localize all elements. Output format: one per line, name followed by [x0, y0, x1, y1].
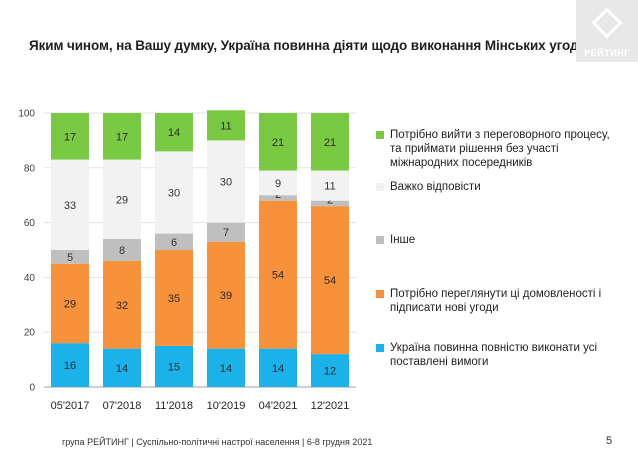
logo-text: РЕЙТИНГ	[584, 48, 630, 58]
bar-exit-2	[155, 113, 193, 152]
bar-hard-0	[51, 159, 89, 250]
bar-revise-3	[207, 241, 245, 349]
bar-hard-3	[207, 140, 245, 223]
bar-revise-2	[155, 250, 193, 346]
x-tick-label-1: 07'2018	[103, 400, 142, 412]
data-label-revise-1: 32	[116, 300, 128, 312]
bar-revise-4	[259, 200, 297, 349]
data-label-fulfill-5: 12	[324, 366, 336, 378]
bar-revise-5	[311, 206, 349, 355]
bar-other-5	[311, 200, 349, 207]
data-label-hard-0: 33	[64, 200, 76, 212]
bar-hard-4	[259, 170, 297, 196]
bar-hard-2	[155, 151, 193, 234]
data-label-fulfill-1: 14	[116, 363, 128, 375]
bar-exit-3	[207, 110, 245, 141]
data-label-exit-2: 14	[168, 127, 180, 139]
logo: РЕЙТИНГ	[576, 0, 638, 62]
bar-fulfill-1	[103, 348, 141, 387]
bar-fulfill-5	[311, 354, 349, 387]
data-label-hard-2: 30	[168, 187, 180, 199]
data-label-hard-1: 29	[116, 194, 128, 206]
bar-other-2	[155, 233, 193, 250]
bar-other-1	[103, 239, 141, 261]
legend-swatch-fulfill	[376, 344, 384, 352]
y-tick-label: 60	[24, 218, 36, 229]
data-label-other-0: 5	[67, 252, 73, 264]
page-title: Яким чином, на Вашу думку, Україна повин…	[29, 38, 587, 53]
bar-fulfill-3	[207, 348, 245, 387]
legend-label-revise: Потрібно переглянути ці домовленості і п…	[390, 288, 602, 314]
x-tick-label-0: 05'2017	[51, 400, 90, 412]
data-label-exit-5: 21	[324, 137, 336, 149]
y-tick-label: 40	[24, 273, 36, 284]
legend-swatch-other	[376, 236, 384, 244]
data-label-exit-1: 17	[116, 131, 128, 143]
data-label-hard-3: 30	[220, 177, 232, 189]
bar-revise-0	[51, 263, 89, 344]
bar-exit-0	[51, 113, 89, 160]
data-label-fulfill-0: 16	[64, 360, 76, 372]
x-tick-label-4: 04'2021	[259, 400, 298, 412]
legend-label-other: Інше	[390, 234, 416, 246]
bar-hard-5	[311, 170, 349, 201]
bar-hard-1	[103, 159, 141, 240]
x-tick-label-5: 12'2021	[311, 400, 350, 412]
legend-swatch-hard	[376, 183, 384, 191]
x-tick-label-3: 10'2019	[207, 400, 246, 412]
data-label-revise-4: 54	[272, 270, 284, 282]
x-tick-label-2: 11'2018	[155, 400, 193, 412]
legend-label-fulfill: Україна повинна повністю виконати усі по…	[390, 342, 598, 368]
data-label-hard-5: 11	[324, 181, 335, 193]
bar-exit-5	[311, 113, 349, 171]
data-label-fulfill-3: 14	[220, 363, 232, 375]
data-label-revise-2: 35	[168, 293, 180, 305]
legend-swatch-revise	[376, 290, 384, 298]
legend-label-hard: Важко відповісти	[390, 181, 481, 193]
data-label-exit-0: 17	[64, 131, 76, 143]
bar-exit-1	[103, 113, 141, 160]
data-label-exit-3: 11	[220, 120, 231, 132]
bar-other-4	[259, 195, 297, 201]
page-number: 5	[606, 435, 613, 447]
bar-fulfill-4	[259, 348, 297, 387]
legend-label-exit: Потрібно вийти з переговорного процесу, …	[390, 129, 610, 169]
bar-revise-1	[103, 260, 141, 349]
data-label-revise-3: 39	[220, 290, 232, 302]
data-label-other-2: 6	[171, 237, 177, 249]
y-tick-label: 0	[29, 383, 35, 394]
data-label-hard-4: 9	[275, 178, 281, 190]
data-label-fulfill-2: 15	[168, 361, 180, 373]
y-tick-label: 100	[18, 109, 35, 120]
data-label-other-1: 8	[119, 245, 125, 257]
data-label-fulfill-4: 14	[272, 363, 284, 375]
bar-fulfill-0	[51, 343, 89, 387]
top-bar	[0, 0, 638, 6]
data-label-exit-4: 21	[272, 137, 284, 149]
y-tick-label: 80	[24, 163, 36, 174]
data-label-revise-5: 54	[324, 275, 336, 287]
bar-other-0	[51, 250, 89, 264]
legend-swatch-exit	[376, 131, 384, 139]
bar-fulfill-2	[155, 345, 193, 387]
footer-source: група РЕЙТИНГ | Суспільно-політичні наст…	[62, 437, 373, 447]
y-tick-label: 20	[24, 328, 36, 339]
bar-other-3	[207, 222, 245, 242]
data-label-revise-0: 29	[64, 298, 76, 310]
data-label-other-3: 7	[223, 227, 229, 239]
bar-exit-4	[259, 113, 297, 171]
